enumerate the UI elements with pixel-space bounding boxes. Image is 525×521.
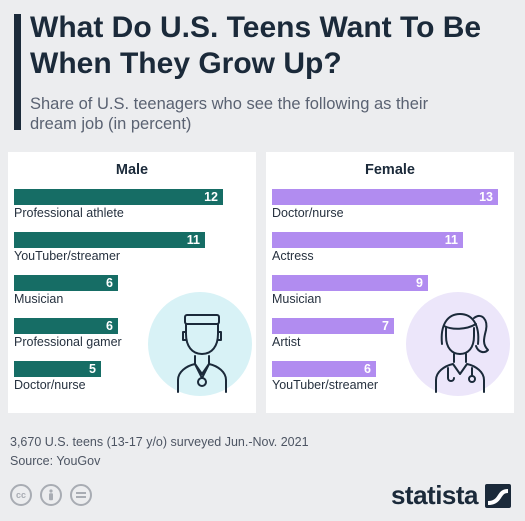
female-bar-1: 13 bbox=[272, 189, 498, 205]
male-chart-panel: Male 12 Professional athlete 11 YouTuber/st… bbox=[8, 152, 256, 413]
statista-logo[interactable]: statista bbox=[391, 480, 511, 511]
brand-name: statista bbox=[390, 480, 479, 510]
female-bar-2: 11 bbox=[272, 232, 463, 248]
page-title: What Do U.S. Teens Want To Be When They … bbox=[30, 11, 482, 80]
male-bar-1: 12 bbox=[14, 189, 223, 205]
female-bar-3: 9 bbox=[272, 275, 428, 291]
male-bar-3: 6 bbox=[14, 275, 118, 291]
page-subtitle: Share of U.S. teenagers who see the foll… bbox=[30, 95, 429, 133]
female-teen-icon bbox=[406, 292, 510, 396]
male-teen-icon bbox=[148, 292, 252, 396]
survey-note: 3,670 U.S. teens (13-17 y/o) surveyed Ju… bbox=[10, 435, 309, 449]
female-chart-panel: Female 13 Doctor/nurse 11 Actress 9 Musician 7… bbox=[266, 152, 514, 413]
female-chart-title: Female bbox=[365, 162, 415, 178]
male-bar-label-1: Professional athlete bbox=[14, 206, 124, 220]
attribution-icon[interactable] bbox=[40, 484, 62, 506]
male-bar-label-5: Doctor/nurse bbox=[14, 378, 86, 392]
female-bar-5: 6 bbox=[272, 361, 376, 377]
male-bar-label-2: YouTuber/streamer bbox=[14, 249, 121, 263]
footnote: 3,670 U.S. teens (13-17 y/o) surveyed Ju… bbox=[10, 433, 309, 471]
cc-icon[interactable]: cc bbox=[10, 484, 32, 506]
male-bar-2: 11 bbox=[14, 232, 205, 248]
title-accent-bar bbox=[14, 14, 21, 130]
male-bar-label-3: Musician bbox=[14, 292, 64, 306]
female-bar-label-3: Musician bbox=[272, 292, 322, 306]
female-bar-4: 7 bbox=[272, 318, 394, 334]
statista-mark-icon bbox=[485, 483, 511, 508]
male-bar-4: 6 bbox=[14, 318, 118, 334]
male-bar-label-4: Professional gamer bbox=[14, 335, 122, 349]
female-bar-label-5: YouTuber/streamer bbox=[272, 378, 379, 392]
male-chart-title: Male bbox=[115, 162, 149, 178]
female-bar-label-1: Doctor/nurse bbox=[272, 206, 344, 220]
female-bar-label-4: Artist bbox=[272, 335, 301, 349]
source-note: Source: YouGov bbox=[10, 454, 101, 468]
license-icons: cc bbox=[10, 484, 92, 506]
no-derivatives-icon[interactable] bbox=[70, 484, 92, 506]
male-bar-5: 5 bbox=[14, 361, 101, 377]
female-bar-label-2: Actress bbox=[272, 249, 314, 263]
